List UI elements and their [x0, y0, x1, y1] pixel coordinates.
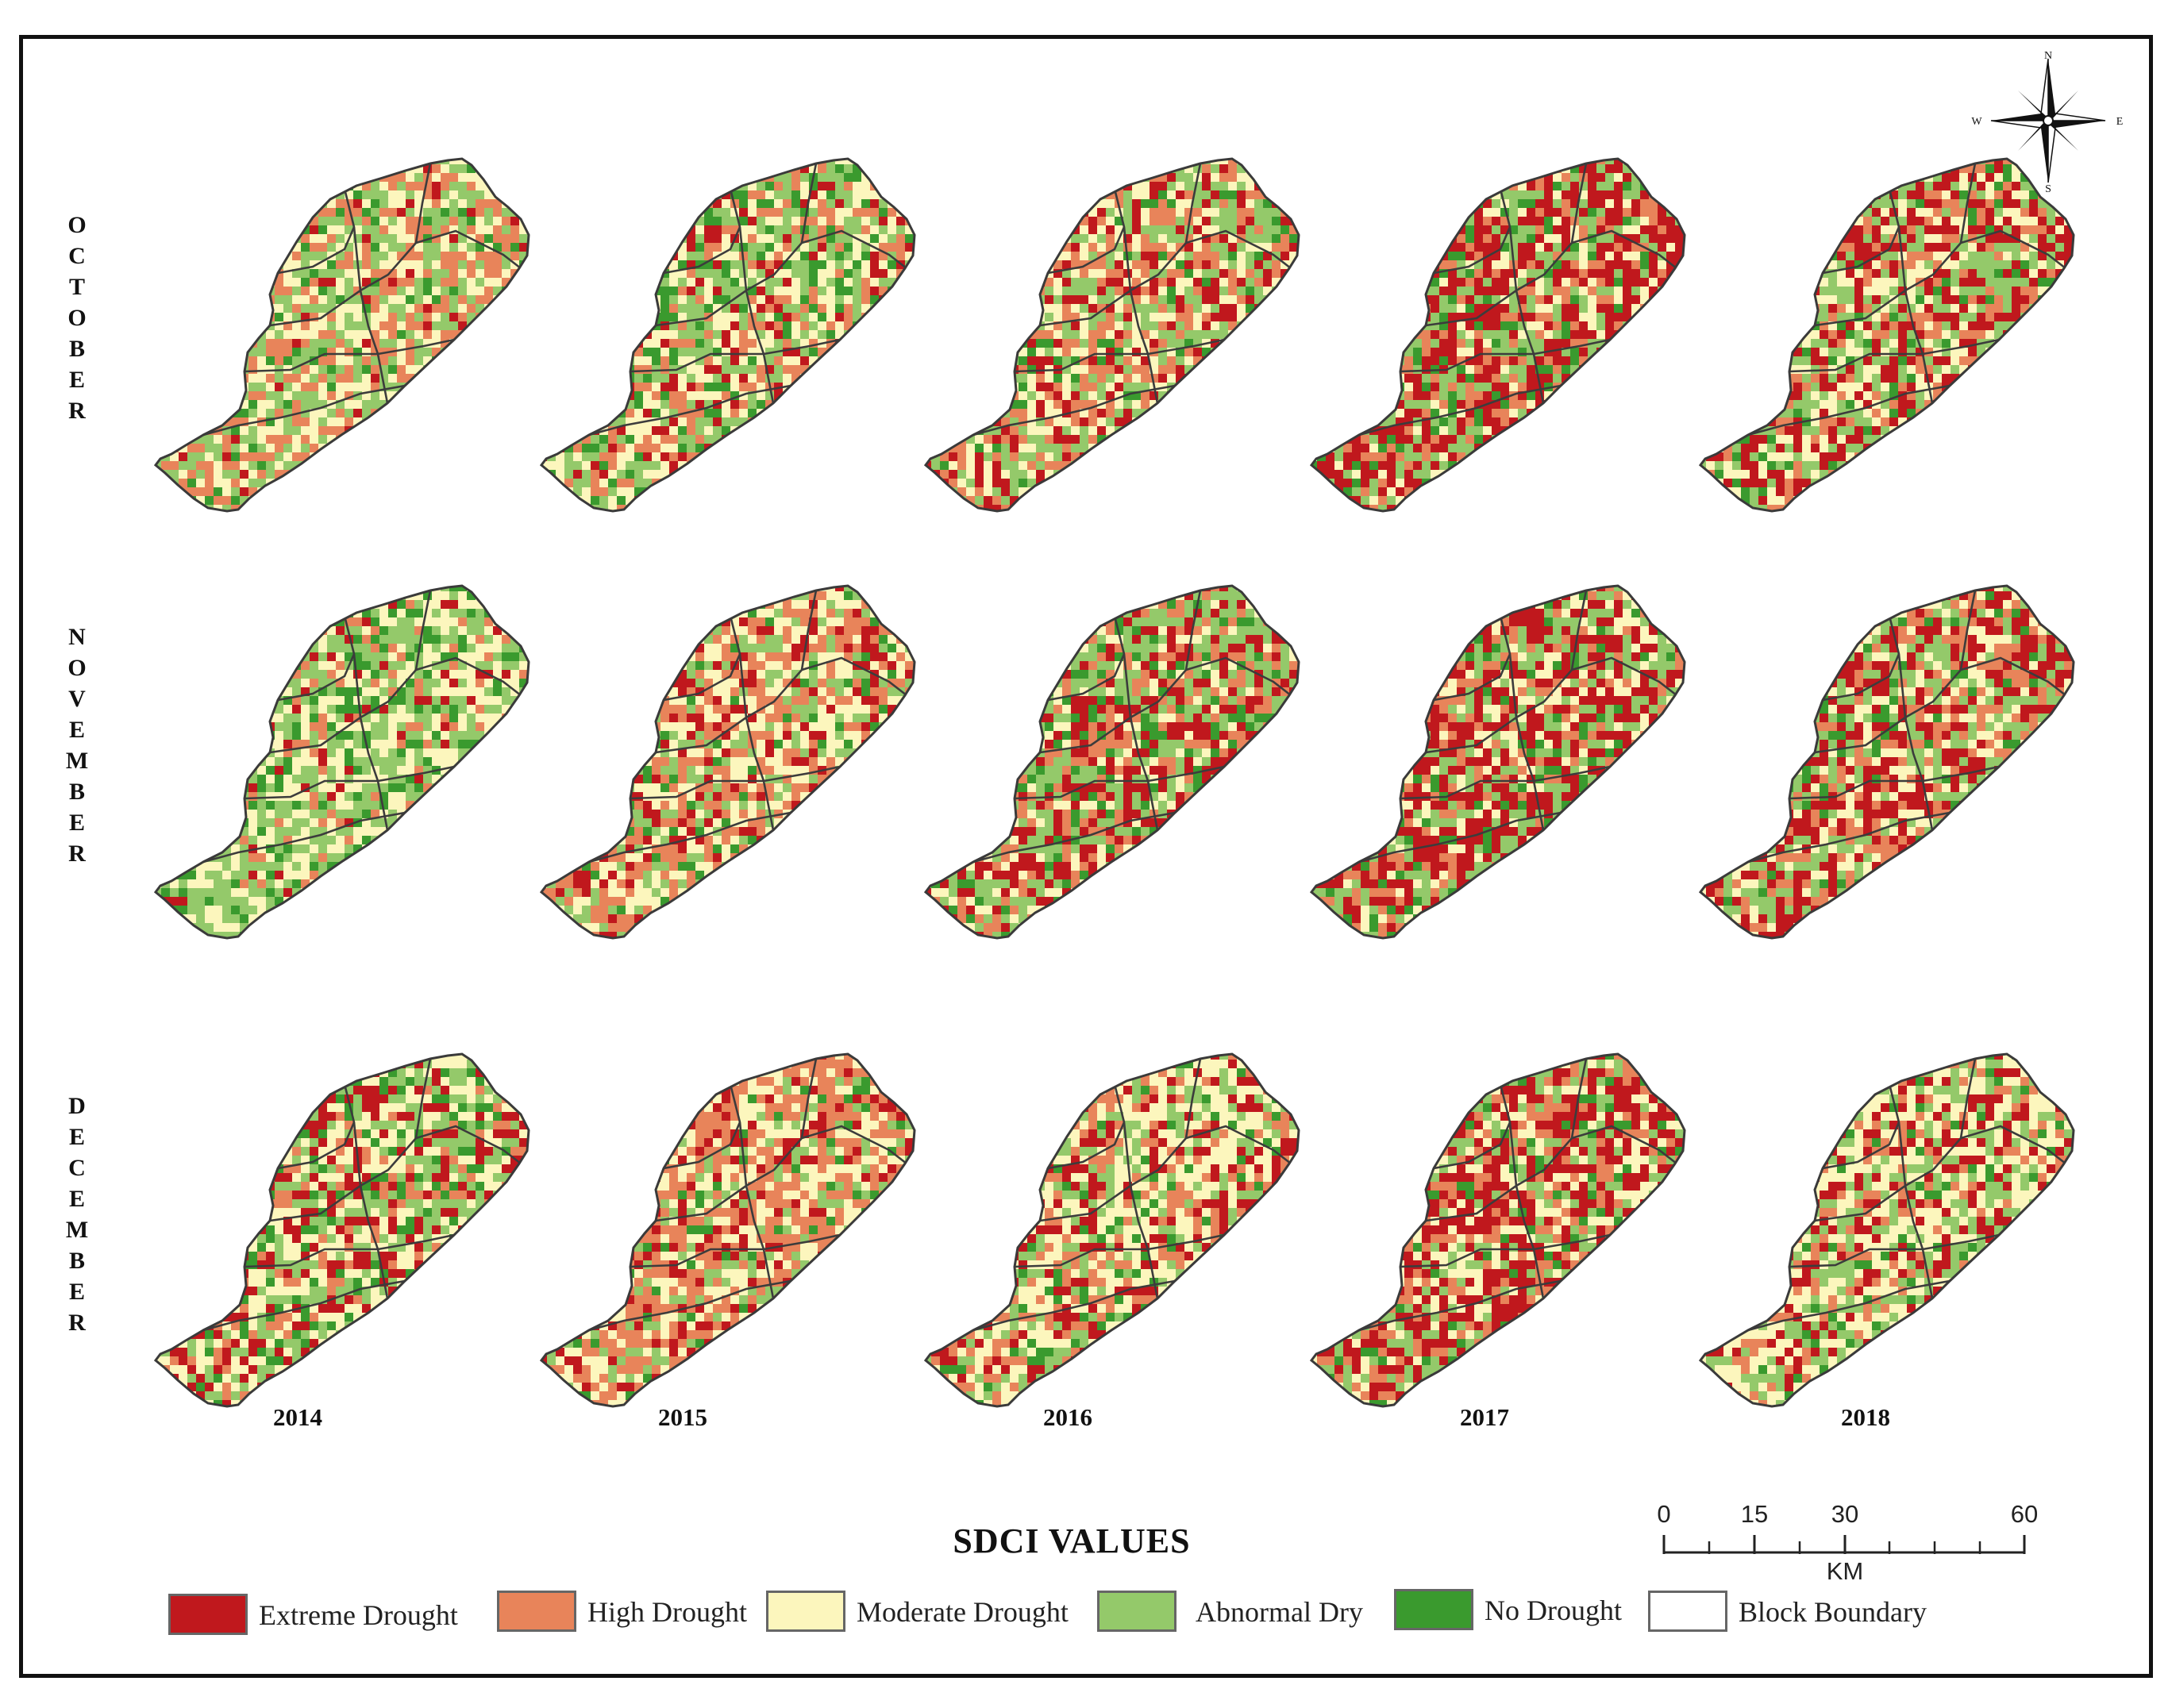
map-panel-december-2016 — [923, 1052, 1300, 1408]
legend-swatch-high-drought — [497, 1591, 576, 1632]
year-label-2017: 2017 — [1437, 1403, 1532, 1432]
legend-label-abnormal-dry: Abnormal Dry — [1196, 1595, 1363, 1629]
legend-label-high-drought: High Drought — [587, 1595, 747, 1629]
year-label-2018: 2018 — [1818, 1403, 1913, 1432]
map-panel-november-2017 — [1309, 584, 1686, 940]
compass-s: S — [2045, 183, 2051, 192]
map-panel-december-2015 — [539, 1052, 916, 1408]
legend-label-extreme-drought: Extreme Drought — [259, 1598, 458, 1632]
month-label-november: NOVEMBER — [61, 621, 93, 869]
month-label-october: OCTOBER — [61, 210, 93, 426]
map-panel-october-2018 — [1698, 157, 2075, 513]
legend-swatch-no-drought — [1394, 1589, 1473, 1630]
map-panel-november-2018 — [1698, 584, 2075, 940]
legend-label-block-boundary: Block Boundary — [1739, 1595, 1927, 1629]
scale-unit-label: KM — [1827, 1557, 1864, 1586]
scale-tick-label-15: 15 — [1741, 1500, 1768, 1529]
map-panel-october-2014 — [153, 157, 530, 513]
legend-swatch-moderate-drought — [766, 1591, 845, 1632]
map-panel-november-2014 — [153, 584, 530, 940]
scale-tick-label-60: 60 — [2011, 1500, 2038, 1529]
legend-title: SDCI VALUES — [873, 1521, 1270, 1561]
month-label-december: DECEMBER — [61, 1091, 93, 1338]
legend-label-moderate-drought: Moderate Drought — [857, 1595, 1069, 1629]
scale-bar-line — [1662, 1535, 2026, 1554]
compass-n: N — [2044, 50, 2052, 62]
map-panel-october-2017 — [1309, 157, 1686, 513]
legend-label-no-drought: No Drought — [1485, 1594, 1622, 1627]
year-label-2014: 2014 — [250, 1403, 345, 1432]
map-panel-october-2016 — [923, 157, 1300, 513]
map-panel-december-2017 — [1309, 1052, 1686, 1408]
map-panel-october-2015 — [539, 157, 916, 513]
year-label-2016: 2016 — [1020, 1403, 1115, 1432]
map-panel-november-2016 — [923, 584, 1300, 940]
legend-swatch-block-boundary — [1648, 1591, 1727, 1632]
scale-tick-label-30: 30 — [1831, 1500, 1858, 1529]
north-arrow-compass: N S E W — [1971, 50, 2124, 192]
map-panel-november-2015 — [539, 584, 916, 940]
scale-tick-label-0: 0 — [1657, 1500, 1670, 1529]
map-panel-december-2018 — [1698, 1052, 2075, 1408]
map-panel-december-2014 — [153, 1052, 530, 1408]
compass-w: W — [1971, 116, 1982, 128]
compass-e: E — [2116, 116, 2124, 128]
legend-swatch-abnormal-dry — [1097, 1591, 1176, 1632]
legend-swatch-extreme-drought — [168, 1594, 248, 1635]
year-label-2015: 2015 — [635, 1403, 730, 1432]
